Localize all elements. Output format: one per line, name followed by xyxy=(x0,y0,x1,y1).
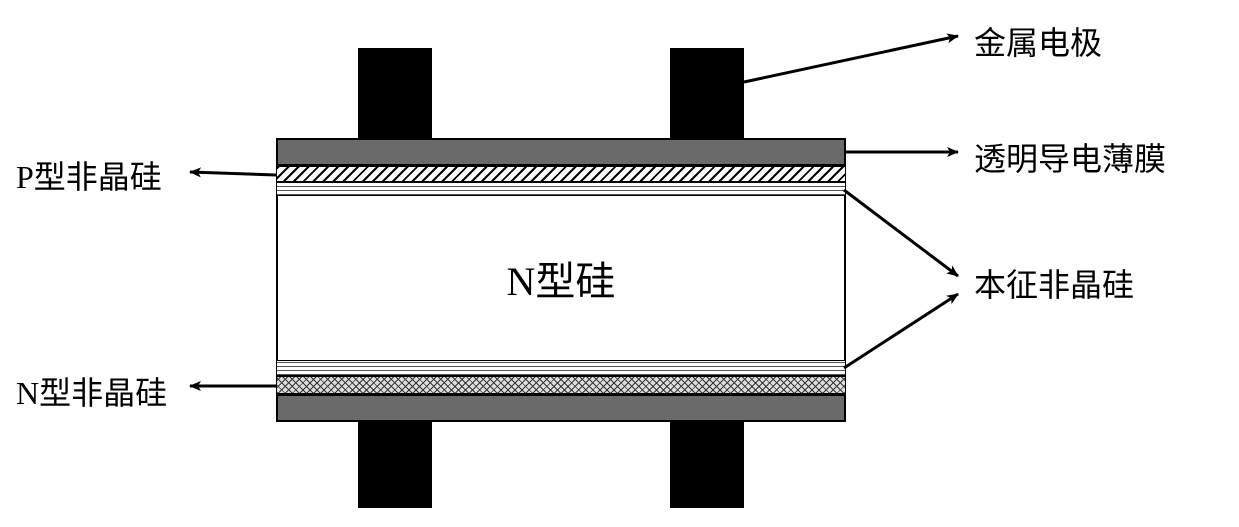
arrow-p-a-si xyxy=(190,172,276,175)
arrow-metal-electrode xyxy=(744,36,958,82)
arrow-intrinsic-bot xyxy=(844,294,958,368)
arrow-intrinsic-top xyxy=(844,190,958,276)
arrows-svg xyxy=(0,0,1239,527)
diagram-stage: N型硅 金属电极 透明导电薄膜 P型非晶硅 本征非晶硅 N型非晶硅 xyxy=(0,0,1239,527)
